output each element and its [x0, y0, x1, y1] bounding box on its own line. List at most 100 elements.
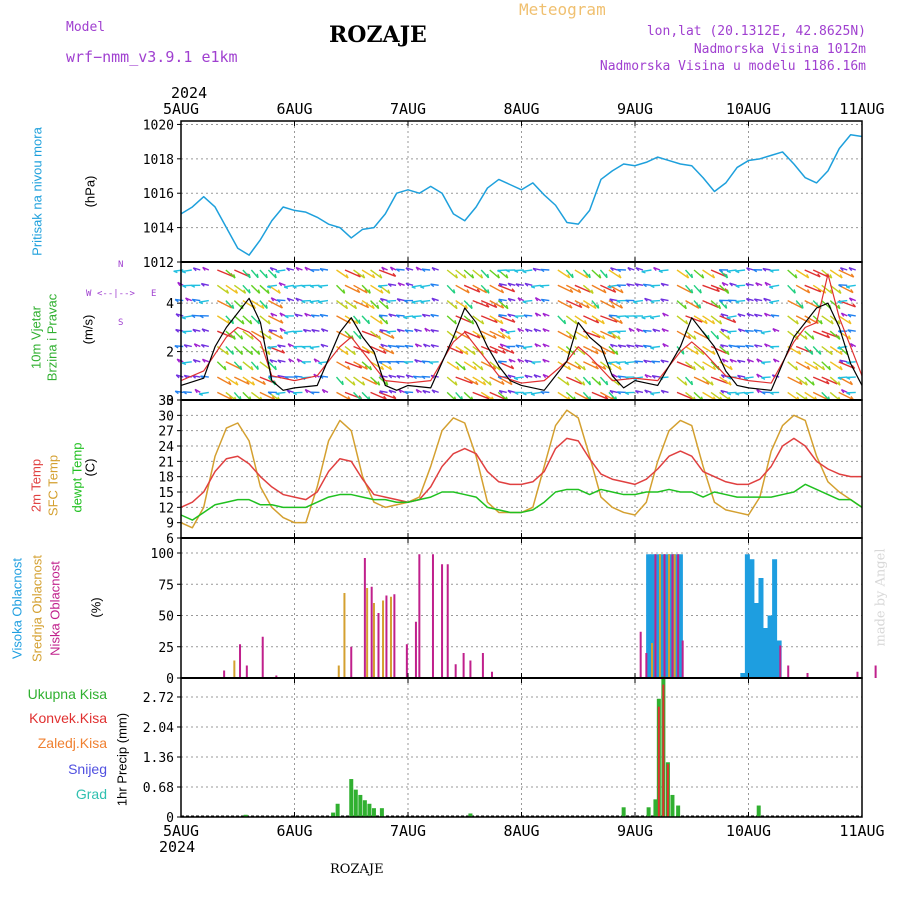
wind-arrow [411, 299, 422, 303]
wind-arrow-head [274, 365, 277, 370]
cloud-low-bar [454, 664, 457, 678]
wind-arrow [181, 269, 192, 273]
wind-arrow-head [625, 299, 630, 303]
wind-arrow-head [610, 267, 614, 272]
wind-arrow-head [641, 270, 646, 274]
wind-arrow [463, 269, 474, 279]
wind-arrow [676, 300, 687, 310]
wind-arrow-head [281, 349, 286, 354]
wind-arrow-head [411, 315, 417, 319]
wind-arrow [250, 346, 261, 356]
wind-arrow-head [633, 301, 638, 304]
wind-arrow-head [804, 381, 808, 386]
wind-arrow [658, 269, 669, 272]
wind-arrow [565, 269, 574, 279]
wind-arrow [582, 300, 597, 310]
wind-arrow [838, 376, 853, 386]
wind-arrow-head [755, 282, 759, 287]
wind-arrow-head [704, 319, 708, 324]
wind-arrow [574, 330, 589, 340]
wind-arrow [216, 284, 229, 294]
wind-arrow [309, 345, 320, 349]
wind-arrow-head [540, 391, 545, 395]
wind-arrow [361, 330, 379, 339]
cloud-high-bar [740, 673, 746, 678]
wind-arrow-head [510, 349, 515, 354]
wind-arrow-head [542, 328, 546, 333]
wind-arrow [370, 315, 383, 325]
wind-arrow [497, 345, 515, 354]
wind-arrow-head [493, 334, 497, 339]
wind-arrow-head [494, 318, 498, 323]
wind-arrow [531, 284, 541, 288]
wind-arrow-head [642, 329, 647, 334]
wind-arrow-head [387, 344, 392, 349]
wind-arrow-head [181, 270, 187, 274]
wind-arrow-head [634, 360, 639, 364]
wind-arrow-head [590, 289, 594, 294]
wind-arrow [198, 299, 209, 303]
cloud-low-bar [239, 644, 242, 678]
wind-arrow-head [746, 267, 750, 272]
wind-arrow [557, 284, 574, 294]
wind-arrow-head [746, 313, 751, 317]
wind-arrow [522, 391, 533, 394]
wind-arrow [233, 284, 246, 294]
wind-arrow-head [820, 319, 823, 325]
meteogram-label: Meteogram [519, 0, 606, 19]
footer-station: ROZAJE [330, 862, 384, 877]
wind-arrow-head [182, 285, 187, 289]
wind-arrow-head [839, 365, 843, 371]
wind-arrow [472, 391, 490, 400]
model-elevation-label: Nadmorska Visina u modelu 1186.16m [599, 59, 866, 74]
wind-arrow-head [634, 344, 639, 349]
wind-arrow-head [257, 289, 261, 294]
wind-arrow [353, 284, 368, 294]
wind-arrow-head [753, 329, 758, 333]
wind-arrow-head [319, 268, 324, 272]
wind-arrow [225, 269, 236, 279]
wind-arrow [702, 361, 716, 371]
wind-arrow-head [746, 358, 751, 363]
wind-arrow-head [624, 362, 629, 365]
wind-arrow-head [388, 374, 393, 379]
wind-arrow [225, 284, 238, 294]
wind-arrow-head [501, 334, 506, 339]
wind-arrow-head [283, 286, 289, 289]
wind-arrow-head [505, 304, 509, 309]
wind-arrow-head [413, 328, 418, 333]
wind-arrow [353, 376, 365, 386]
wind-arrow-head [616, 315, 621, 319]
wind-arrow [259, 269, 268, 279]
wind-arrow-head [481, 350, 484, 355]
wind-arrow [267, 345, 277, 349]
wind-arrow-head [839, 359, 844, 364]
x-tick-label-top: 5AUG [163, 100, 199, 118]
wind-arrow-head [840, 389, 845, 394]
wind-arrow-head [720, 328, 725, 333]
wind-arrow [361, 284, 371, 294]
wind-arrow-head [191, 314, 196, 319]
wind-arrow [566, 376, 583, 385]
wind-arrow-head [660, 359, 665, 364]
wind-arrow-head [371, 304, 375, 309]
wind-arrow-head [404, 329, 409, 333]
wind-arrow [684, 269, 693, 279]
wind-arrow-head [233, 335, 236, 340]
wind-arrow-head [756, 373, 760, 378]
wind-arrow-head [507, 282, 512, 287]
wind-arrow [353, 361, 368, 370]
wind-arrow-head [386, 361, 391, 365]
wind-arrow-head [182, 391, 187, 395]
temp-ytick-label: 30 [158, 409, 174, 424]
wind-arrow-head [795, 320, 799, 325]
wind-arrow-head [574, 320, 578, 325]
wind-arrow [182, 361, 192, 364]
wind-arrow-head [395, 345, 400, 349]
wind-arrow-head [612, 288, 617, 293]
wind-arrow-head [313, 358, 317, 363]
wind-arrow [702, 345, 716, 355]
wind-arrow [446, 330, 458, 340]
wind-arrow-head [753, 313, 758, 318]
pressure-ytick-label: 1018 [143, 153, 174, 168]
